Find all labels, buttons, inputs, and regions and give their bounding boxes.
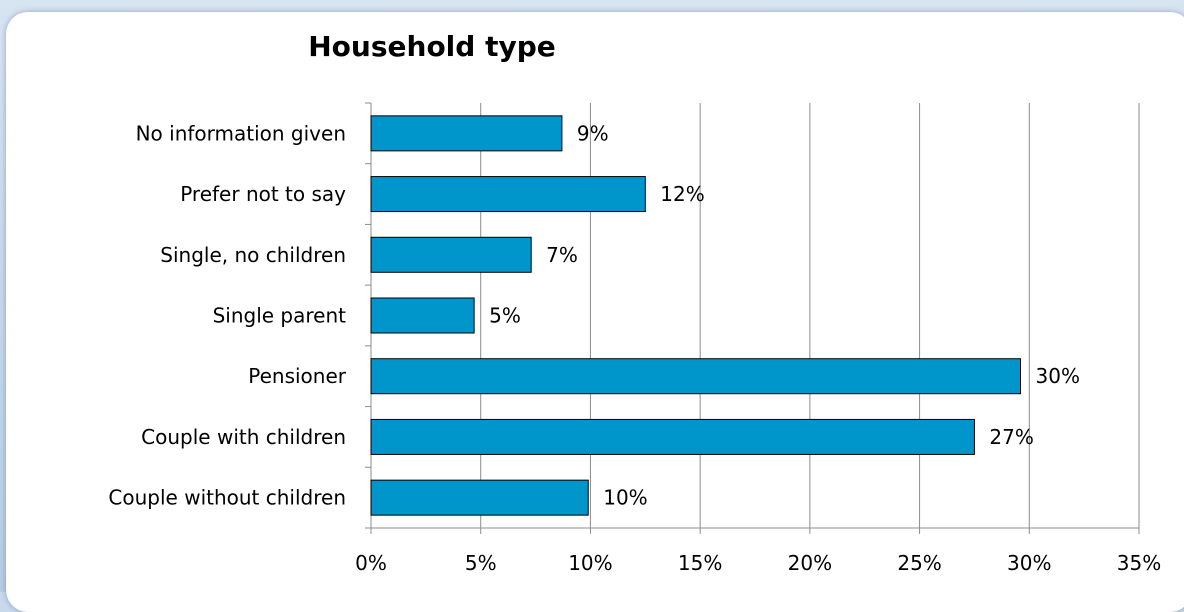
x-tick-label: 25%	[897, 551, 941, 575]
data-label: 12%	[660, 182, 704, 206]
category-label: Couple with children	[141, 425, 346, 449]
category-label: Single parent	[213, 304, 347, 328]
labels: 0% 5% 10% 15% 20% 25% 30% 35% No information giv…	[108, 121, 1161, 575]
bar	[370, 297, 475, 334]
bar	[370, 418, 975, 455]
bars	[370, 115, 1022, 516]
x-tick-label: 35%	[1117, 551, 1161, 575]
x-tick-label: 15%	[678, 551, 722, 575]
category-label: Couple without children	[108, 486, 346, 510]
data-label: 7%	[546, 243, 578, 267]
bar	[370, 236, 532, 273]
bar	[370, 358, 1022, 395]
category-label: Pensioner	[248, 364, 347, 388]
data-label: 10%	[603, 486, 647, 510]
data-label: 9%	[577, 121, 609, 145]
x-tick-label: 10%	[568, 551, 612, 575]
bar	[370, 479, 589, 516]
category-label: Single, no children	[160, 243, 346, 267]
x-tick-label: 30%	[1007, 551, 1051, 575]
bar	[370, 176, 646, 213]
x-tick-label: 20%	[788, 551, 832, 575]
bar	[370, 115, 563, 152]
data-label: 5%	[489, 304, 521, 328]
data-label: 30%	[1036, 364, 1080, 388]
category-label: Prefer not to say	[180, 182, 346, 206]
household-type-chart: Household type 0% 5% 10% 15% 20% 25% 30% 35% No …	[108, 30, 1161, 575]
data-label: 27%	[989, 425, 1033, 449]
chart-title: Household type	[308, 30, 556, 63]
category-label: No information given	[136, 121, 346, 145]
gridlines	[480, 103, 1140, 528]
chart-card	[6, 12, 1184, 612]
x-tick-label: 0%	[355, 551, 387, 575]
x-tick-label: 5%	[465, 551, 497, 575]
